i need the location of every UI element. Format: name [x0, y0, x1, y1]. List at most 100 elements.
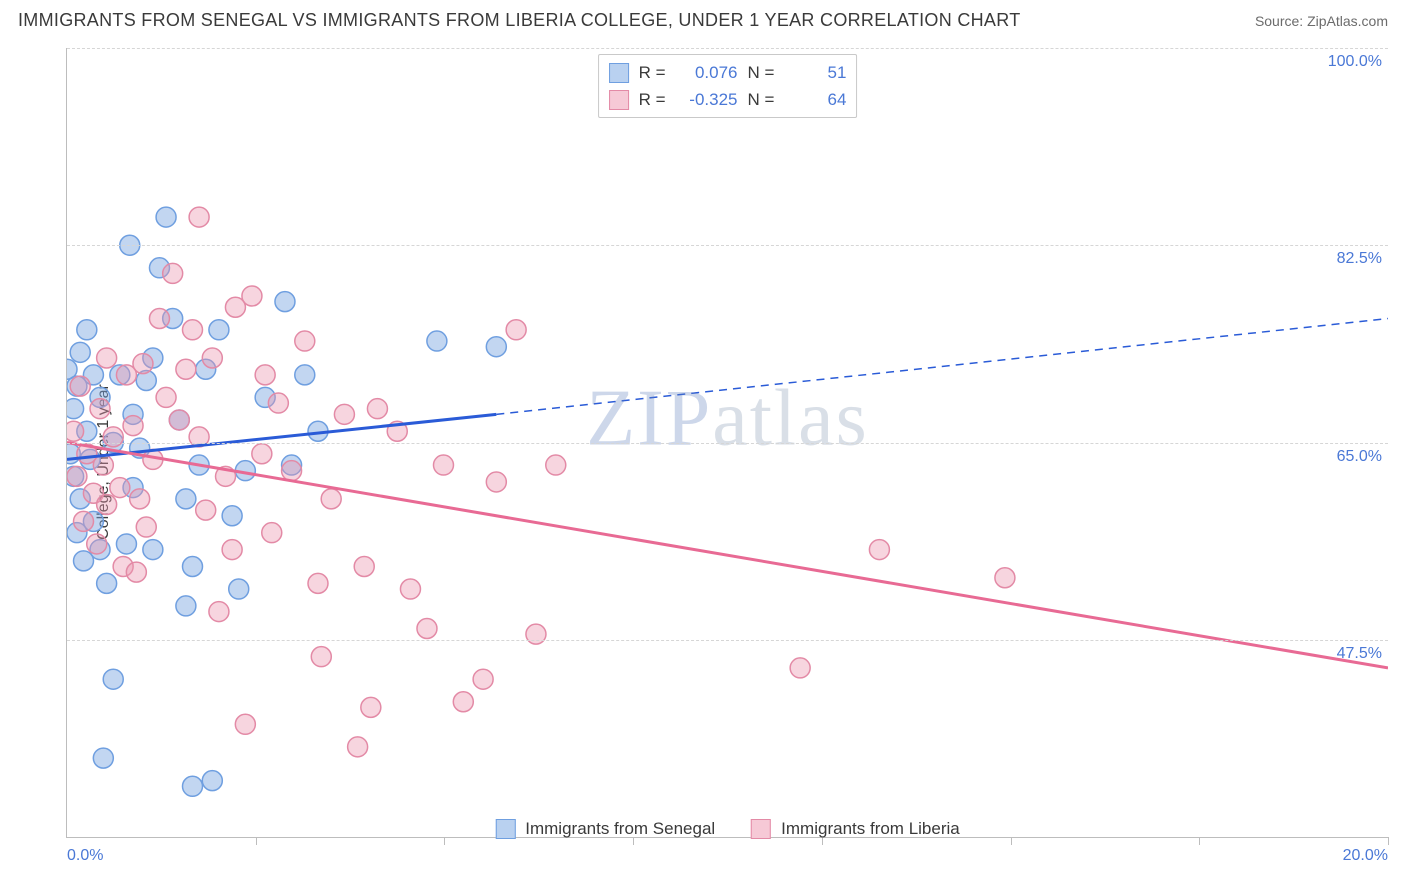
data-point: [97, 573, 117, 593]
data-point: [506, 320, 526, 340]
data-point: [354, 556, 374, 576]
gridline: [67, 640, 1388, 641]
data-point: [268, 393, 288, 413]
data-point: [156, 207, 176, 227]
plot-area: ZIPatlas R = 0.076 N = 51 R = -0.325 N =…: [66, 48, 1388, 838]
legend-item-senegal: Immigrants from Senegal: [495, 819, 715, 839]
data-point: [189, 207, 209, 227]
data-point: [486, 337, 506, 357]
data-point: [790, 658, 810, 678]
data-point: [361, 697, 381, 717]
gridline: [67, 48, 1388, 49]
y-tick-label: 82.5%: [1337, 250, 1382, 268]
n-label: N =: [748, 59, 775, 86]
data-point: [70, 342, 90, 362]
data-point: [156, 387, 176, 407]
data-point: [295, 331, 315, 351]
gridline: [67, 245, 1388, 246]
data-point: [225, 297, 245, 317]
x-tick-label: 20.0%: [1343, 847, 1388, 865]
x-tick: [1199, 837, 1200, 845]
data-point: [275, 292, 295, 312]
data-point: [93, 748, 113, 768]
data-point: [136, 517, 156, 537]
data-point: [130, 489, 150, 509]
data-point: [869, 540, 889, 560]
x-tick-label: 0.0%: [67, 847, 103, 865]
r-value-liberia: -0.325: [676, 86, 738, 113]
chart-container: College, Under 1 year ZIPatlas R = 0.076…: [18, 48, 1388, 876]
data-point: [235, 714, 255, 734]
data-point: [67, 421, 84, 441]
data-point: [70, 376, 90, 396]
r-label: R =: [639, 86, 666, 113]
data-point: [90, 399, 110, 419]
legend-item-liberia: Immigrants from Liberia: [751, 819, 960, 839]
data-point: [202, 771, 222, 791]
data-point: [308, 573, 328, 593]
data-point: [110, 478, 130, 498]
r-label: R =: [639, 59, 666, 86]
x-tick: [256, 837, 257, 845]
data-point: [334, 404, 354, 424]
data-point: [202, 348, 222, 368]
data-point: [252, 444, 272, 464]
data-point: [163, 263, 183, 283]
n-value-liberia: 64: [784, 86, 846, 113]
data-point: [282, 461, 302, 481]
data-point: [222, 506, 242, 526]
chart-title: IMMIGRANTS FROM SENEGAL VS IMMIGRANTS FR…: [18, 10, 1021, 31]
swatch-senegal: [495, 819, 515, 839]
data-point: [417, 618, 437, 638]
data-point: [97, 494, 117, 514]
data-point: [182, 556, 202, 576]
data-point: [321, 489, 341, 509]
data-point: [74, 511, 94, 531]
n-label: N =: [748, 86, 775, 113]
series-name-liberia: Immigrants from Liberia: [781, 819, 960, 839]
data-point: [126, 562, 146, 582]
y-tick-label: 100.0%: [1328, 53, 1382, 71]
data-point: [209, 602, 229, 622]
data-point: [87, 534, 107, 554]
trend-line-extrapolated: [496, 319, 1388, 415]
data-point: [367, 399, 387, 419]
data-point: [67, 466, 87, 486]
data-point: [209, 320, 229, 340]
y-tick-label: 47.5%: [1337, 645, 1382, 663]
swatch-liberia: [609, 90, 629, 110]
data-point: [93, 455, 113, 475]
swatch-senegal: [609, 63, 629, 83]
data-point: [77, 320, 97, 340]
data-point: [486, 472, 506, 492]
series-name-senegal: Immigrants from Senegal: [525, 819, 715, 839]
y-tick-label: 65.0%: [1337, 448, 1382, 466]
data-point: [149, 309, 169, 329]
data-point: [295, 365, 315, 385]
correlation-legend: R = 0.076 N = 51 R = -0.325 N = 64: [598, 54, 858, 118]
data-point: [433, 455, 453, 475]
data-point: [169, 410, 189, 430]
data-point: [427, 331, 447, 351]
data-point: [222, 540, 242, 560]
data-point: [116, 534, 136, 554]
legend-row-liberia: R = -0.325 N = 64: [609, 86, 847, 113]
data-point: [182, 776, 202, 796]
data-point: [176, 489, 196, 509]
data-point: [311, 647, 331, 667]
data-point: [103, 427, 123, 447]
data-point: [255, 365, 275, 385]
data-point: [143, 540, 163, 560]
data-point: [176, 596, 196, 616]
data-point: [453, 692, 473, 712]
data-point: [67, 399, 84, 419]
trend-line: [67, 443, 1388, 668]
x-tick: [1011, 837, 1012, 845]
data-point: [97, 348, 117, 368]
n-value-senegal: 51: [784, 59, 846, 86]
gridline: [67, 443, 1388, 444]
data-point: [123, 416, 143, 436]
data-point: [348, 737, 368, 757]
data-point: [176, 359, 196, 379]
data-point: [526, 624, 546, 644]
